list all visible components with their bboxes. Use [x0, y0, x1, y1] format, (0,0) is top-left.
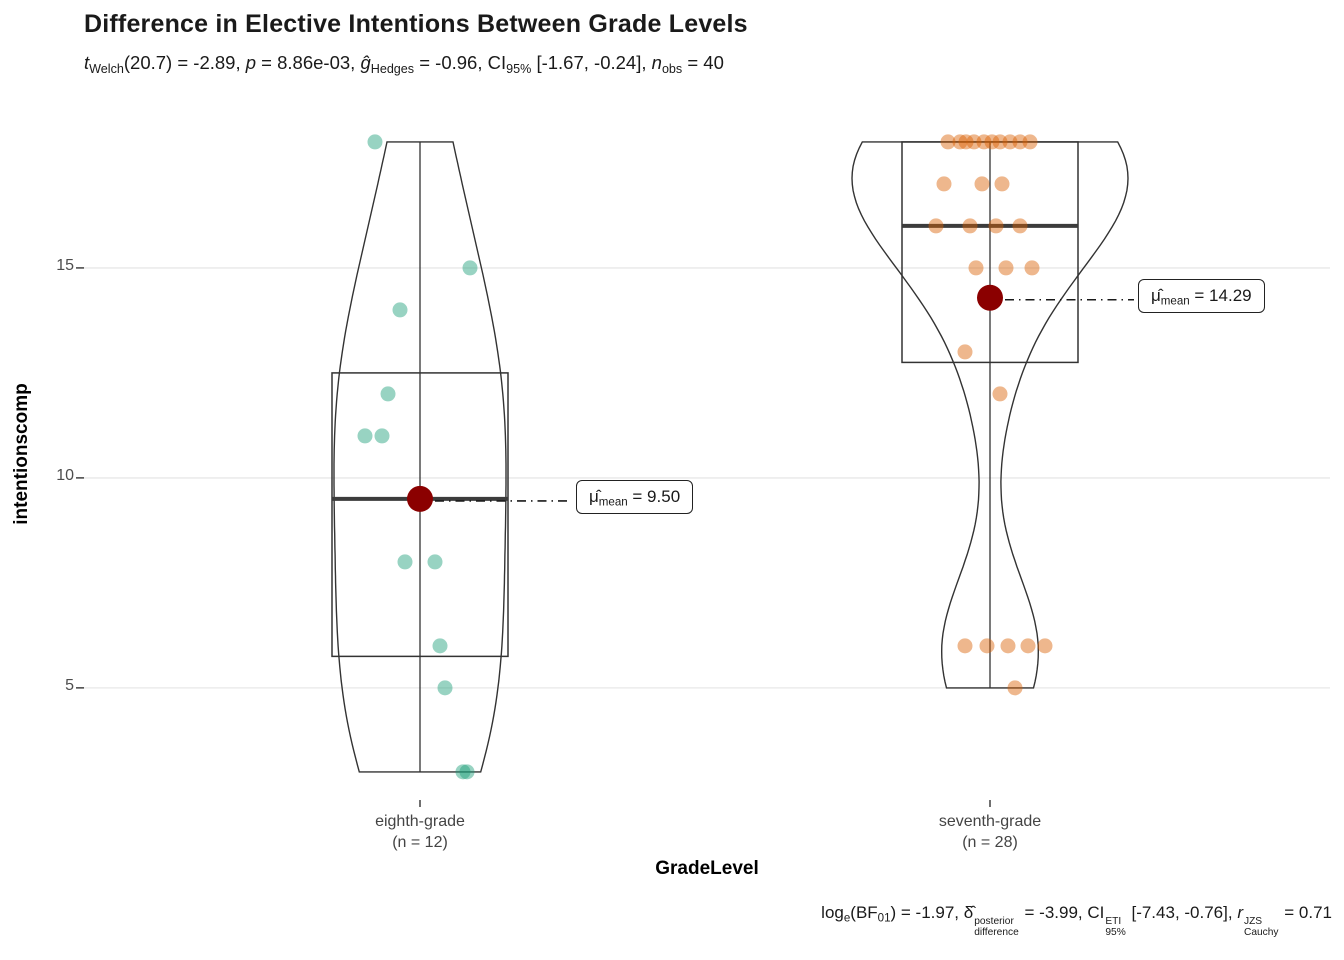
data-point [992, 386, 1008, 402]
data-point [1012, 134, 1028, 150]
data-point [437, 680, 453, 696]
y-tick-label: 10 [56, 466, 74, 484]
box [331, 372, 509, 658]
mean-annotation-seventh-grade: μ̂mean = 14.29 [1138, 278, 1265, 313]
data-point [432, 638, 448, 654]
data-point [1037, 638, 1053, 654]
data-point [957, 344, 973, 360]
x-tick-label-seventh-grade: seventh-grade (n = 28) [880, 812, 1100, 854]
violin-outline [851, 141, 1129, 689]
data-point [936, 176, 952, 192]
y-tick-label: 5 [65, 676, 74, 694]
data-point [962, 218, 978, 234]
data-point [966, 134, 982, 150]
violin-outline [333, 141, 507, 773]
data-point [1022, 134, 1038, 150]
category-name: seventh-grade [938, 813, 1042, 830]
category-n: (n = 12) [392, 833, 448, 851]
mean-point [977, 284, 1003, 311]
data-point [976, 134, 992, 150]
data-point [1000, 638, 1016, 654]
category-n: (n = 28) [962, 833, 1018, 851]
data-point [367, 134, 383, 150]
data-point [392, 302, 408, 318]
data-point [357, 428, 373, 444]
mean-annotation-eighth-grade: μ̂mean = 9.50 [576, 479, 694, 514]
data-point [958, 134, 974, 150]
data-point [968, 260, 984, 276]
category-name: eighth-grade [375, 813, 465, 830]
bayes-caption: loge(BF01) = -1.97, δ̂ posterior differenc… [821, 903, 1332, 939]
data-point [1020, 638, 1036, 654]
x-axis-title: GradeLevel [655, 858, 759, 879]
data-point [928, 218, 944, 234]
data-point [957, 638, 973, 654]
data-point [952, 134, 968, 150]
data-point [1024, 260, 1040, 276]
stats-subtitle: tWelch(20.7) = -2.89, p = 8.86e-03, ĝHed… [84, 52, 724, 76]
data-point [992, 134, 1008, 150]
data-point [455, 764, 471, 780]
data-point [984, 134, 1000, 150]
data-point [1012, 218, 1028, 234]
data-point [459, 764, 475, 780]
data-point [380, 386, 396, 402]
data-point [988, 218, 1004, 234]
data-point [374, 428, 390, 444]
x-tick-label-eighth-grade: eighth-grade (n = 12) [310, 812, 530, 854]
y-axis-title: intentionscomp [11, 383, 32, 525]
plot-title: Difference in Elective Intentions Betwee… [84, 10, 748, 38]
data-point [462, 260, 478, 276]
data-point [998, 260, 1014, 276]
data-point [397, 554, 413, 570]
box [901, 141, 1079, 364]
data-point [994, 176, 1010, 192]
y-tick-label: 15 [56, 256, 74, 274]
data-point [979, 638, 995, 654]
data-point [940, 134, 956, 150]
data-point [1002, 134, 1018, 150]
data-point [427, 554, 443, 570]
data-point [1007, 680, 1023, 696]
data-point [974, 176, 990, 192]
mean-point [407, 485, 433, 512]
